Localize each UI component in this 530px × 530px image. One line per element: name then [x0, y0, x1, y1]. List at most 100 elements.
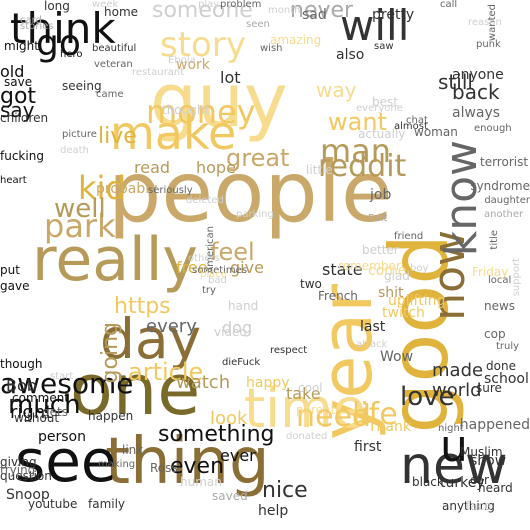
word: world [432, 380, 482, 401]
word: local [488, 275, 512, 286]
word: play [198, 0, 220, 10]
word: live [98, 124, 137, 149]
word: shit [378, 285, 404, 301]
word: cop [484, 327, 506, 341]
word: deleted [186, 195, 224, 206]
word: support [511, 258, 522, 297]
word: really [32, 225, 198, 295]
word: sure [476, 381, 502, 395]
word: gave [0, 279, 30, 293]
word: Thank [368, 419, 411, 435]
word: reddit [318, 149, 407, 184]
word: back [452, 80, 500, 104]
word: actually [358, 127, 406, 141]
word: hero [60, 49, 83, 60]
word: Ebola [168, 55, 196, 66]
word: even [170, 454, 225, 479]
word: u [440, 421, 468, 472]
word: enough [474, 123, 512, 134]
word: donated [286, 431, 328, 442]
word: old [0, 62, 25, 81]
word: trying [0, 463, 36, 477]
word: reason [468, 17, 502, 28]
word: giving [0, 455, 37, 469]
word: never [290, 0, 354, 23]
word: hope [196, 158, 236, 177]
word: come [368, 263, 407, 279]
word: stories [20, 21, 54, 32]
word: might [4, 39, 39, 53]
word: time [244, 377, 367, 440]
word: heard [478, 481, 513, 495]
word: thought [162, 103, 210, 117]
word: dieFuck [222, 357, 261, 368]
word: nice [262, 478, 308, 503]
word: family [88, 497, 126, 511]
word: article [128, 358, 204, 386]
word: free [176, 258, 208, 277]
word: got [0, 84, 37, 109]
word: link [122, 443, 144, 457]
word: parent [296, 403, 336, 417]
word: seriously [148, 185, 193, 196]
word: though [0, 357, 43, 371]
word: happen [88, 409, 134, 423]
word: sometimes [192, 265, 248, 276]
word: problem [220, 0, 262, 10]
word: always [452, 105, 501, 121]
word: take [286, 384, 321, 403]
word: beautiful [92, 43, 137, 54]
word: Muslim [460, 445, 503, 459]
word: punk [476, 39, 501, 50]
word: truly [496, 341, 520, 352]
word: much [8, 390, 81, 420]
word: Wow [380, 349, 414, 365]
word: video [214, 325, 247, 339]
word: put [0, 263, 20, 277]
word: uplifting [388, 293, 446, 309]
word: lot [220, 68, 241, 87]
word: terrorist [480, 155, 529, 169]
word: remember [338, 259, 401, 273]
word: life [352, 397, 398, 432]
word: read [134, 158, 171, 177]
word: parking [236, 209, 274, 220]
word: say [0, 98, 35, 122]
word: one [70, 349, 201, 431]
word: sad [302, 7, 327, 23]
word: look [210, 408, 248, 429]
word: something [158, 422, 275, 447]
word: happy [246, 375, 290, 391]
word: best [372, 95, 398, 109]
word: kid [78, 169, 126, 207]
word: face [466, 499, 492, 513]
word: saw [374, 41, 394, 52]
word: thing [105, 425, 270, 499]
word: people [108, 143, 393, 241]
word: save [4, 75, 33, 89]
word: black [412, 475, 444, 489]
word: human [180, 475, 222, 489]
word: man [320, 132, 392, 170]
word: French [318, 289, 358, 303]
word: park [44, 207, 116, 245]
word: month [268, 5, 301, 16]
word: day [100, 307, 202, 371]
word: well [54, 194, 106, 224]
word: fucking [0, 149, 44, 163]
word: home [104, 5, 139, 19]
word: little [306, 163, 333, 177]
word: everyone [356, 103, 403, 114]
word: heart [0, 175, 27, 186]
word: make [110, 106, 237, 160]
word: long [44, 0, 70, 13]
word: wish [260, 43, 283, 54]
word: going [98, 322, 123, 384]
word: better [362, 243, 399, 257]
word: question [0, 469, 52, 483]
word: person [38, 429, 86, 445]
word: youtube [28, 497, 78, 511]
word: Bob [6, 376, 37, 395]
word: gets [42, 405, 68, 419]
